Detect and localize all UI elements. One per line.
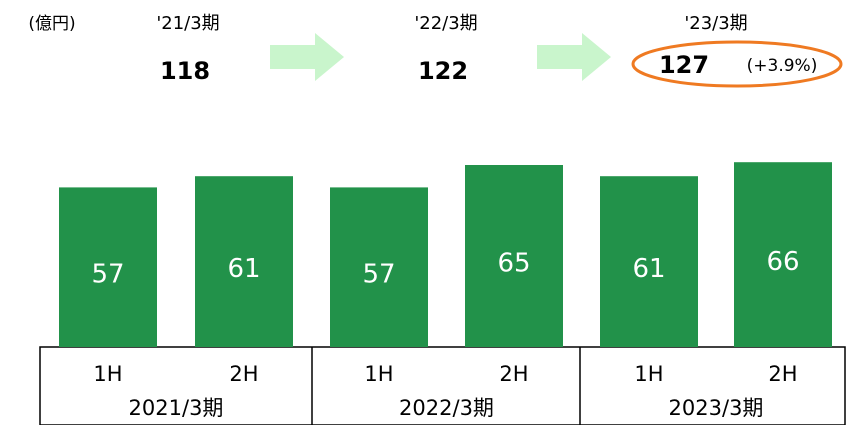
category-label: 1H bbox=[364, 362, 393, 386]
summary-period: '21/3期 bbox=[156, 13, 219, 34]
arrow bbox=[537, 33, 611, 81]
summary-period: '22/3期 bbox=[414, 13, 477, 34]
value-label: 66 bbox=[766, 247, 799, 277]
arrow bbox=[270, 33, 344, 81]
summary-change: (+3.9%) bbox=[747, 56, 818, 76]
value-label: 57 bbox=[91, 260, 124, 290]
value-label: 57 bbox=[362, 260, 395, 290]
group-label: 2023/3期 bbox=[669, 396, 764, 420]
category-label: 1H bbox=[634, 362, 663, 386]
category-label: 1H bbox=[93, 362, 122, 386]
bar bbox=[734, 162, 832, 347]
summary-value: 118 bbox=[160, 57, 210, 85]
summary-value: 127 bbox=[659, 51, 709, 79]
bar bbox=[600, 176, 698, 347]
group-label: 2021/3期 bbox=[129, 396, 224, 420]
bar bbox=[59, 187, 157, 347]
table-frame bbox=[39, 346, 846, 425]
unit-label: (億円) bbox=[28, 14, 75, 34]
value-label: 61 bbox=[227, 254, 260, 284]
category-label: 2H bbox=[768, 362, 797, 386]
category-label: 2H bbox=[499, 362, 528, 386]
highlight-ring bbox=[631, 40, 843, 88]
group-label: 2022/3期 bbox=[399, 396, 494, 420]
value-label: 65 bbox=[497, 249, 530, 279]
bar bbox=[465, 165, 563, 347]
bar bbox=[330, 187, 428, 347]
value-label: 61 bbox=[632, 254, 665, 284]
summary-period: '23/3期 bbox=[684, 13, 747, 34]
category-label: 2H bbox=[229, 362, 258, 386]
bar bbox=[195, 176, 293, 347]
summary-value: 122 bbox=[418, 57, 468, 85]
